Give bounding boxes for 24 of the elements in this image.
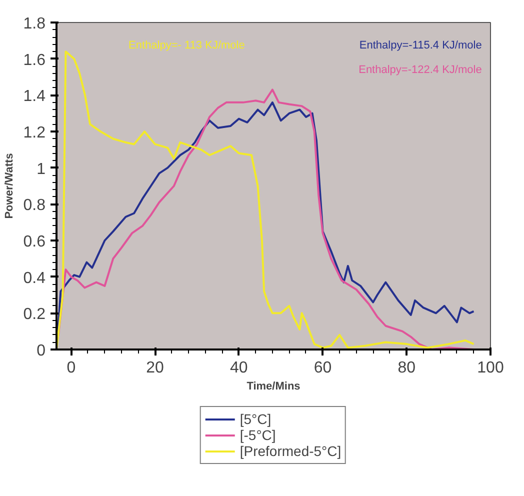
y-tick-label: 0 xyxy=(36,342,46,360)
y-tick-label: 1.8 xyxy=(23,16,46,32)
y-tick-label: 1.4 xyxy=(23,88,46,106)
x-tick-label: 100 xyxy=(477,360,504,376)
annotation: Enthalpy=- 113 KJ/mole xyxy=(128,39,245,52)
y-tick-label: 1.6 xyxy=(23,52,46,69)
y-tick-label: 0.2 xyxy=(23,306,46,324)
y-tick-label: 0.8 xyxy=(23,197,46,214)
x-tick-label: 0 xyxy=(66,360,76,376)
annotation: Enthalpy=-115.4 KJ/mole xyxy=(359,39,482,52)
x-tick-label: 40 xyxy=(230,360,248,376)
y-tick-label: 1 xyxy=(36,160,46,178)
y-tick-label: 0.4 xyxy=(23,270,46,287)
x-tick-label: 20 xyxy=(146,360,164,376)
legend-label: [-5°C] xyxy=(240,427,276,443)
x-axis-title: Time/Mins xyxy=(246,380,300,392)
y-tick-label: 1.2 xyxy=(23,124,46,142)
y-axis-title: Power/Watts xyxy=(3,153,16,219)
y-tick-label: 0.6 xyxy=(23,234,46,250)
legend-label: [5°C] xyxy=(240,411,272,427)
legend-label: [Preformed-5°C] xyxy=(240,443,342,459)
x-tick-label: 80 xyxy=(398,360,416,376)
x-tick-label: 60 xyxy=(314,360,332,376)
annotation: Enthalpy=-122.4 KJ/mole xyxy=(358,64,482,76)
